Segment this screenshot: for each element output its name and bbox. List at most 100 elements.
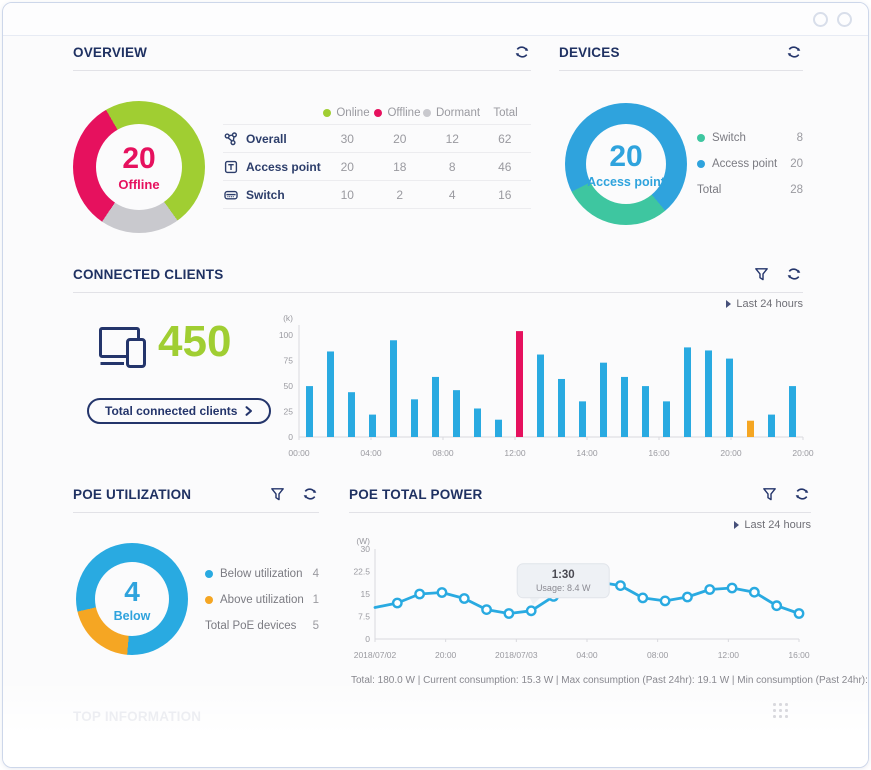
svg-text:0: 0 [365,634,370,644]
connected-clients-bar-chart[interactable]: (k) 0 25 50 75 100 00:00 04:00 08:00 12:00 14:00 16… [271,311,814,463]
connected-clients-section: CONNECTED CLIENTS Last 24 hours [73,265,814,465]
svg-text:22.5: 22.5 [353,567,370,577]
poe-utilization-title: POE UTILIZATION [73,486,192,502]
switch-icon [224,190,238,199]
grip-dots-icon [773,703,791,721]
poe-utilization-section: POE UTILIZATION 4 Bel [73,485,319,655]
below-utilization-dot-icon [205,570,213,578]
svg-text:(W): (W) [356,536,370,546]
devices-legend: Switch 8 Access point 20 Total 28 [697,125,803,225]
svg-text:30: 30 [361,544,371,554]
legend-item: Switch 8 [697,125,803,151]
row-label: Overall [246,131,287,146]
refresh-icon[interactable] [301,485,319,503]
col-total: Total [493,106,518,119]
cell-value: 20 [393,131,407,146]
col-dormant: Dormant [435,106,481,119]
legend-value: 20 [790,158,803,170]
col-online: Online [336,106,370,119]
svg-text:20:00: 20:00 [720,448,742,458]
range-label: Last 24 hours [736,298,803,310]
svg-text:0: 0 [288,432,293,442]
cell-value: 12 [445,131,459,146]
legend-label: Total PoE devices [205,620,297,632]
svg-text:08:00: 08:00 [647,650,669,660]
svg-text:04:00: 04:00 [576,650,598,660]
overview-donut-value: 20 [122,142,156,175]
cell-value: 46 [498,159,512,174]
poe-donut-value: 4 [124,575,140,607]
svg-text:2018/07/02: 2018/07/02 [354,650,397,660]
cell-value: 30 [340,131,354,146]
svg-text:12:00: 12:00 [718,650,740,660]
caret-right-icon [726,300,732,308]
total-connected-clients-button[interactable]: Total connected clients [87,398,272,424]
legend-label: Above utilization [220,594,304,606]
overview-title: OVERVIEW [73,44,148,60]
svg-text:12:00: 12:00 [504,448,526,458]
legend-label: Total [697,184,722,196]
devices-donut-value: 20 [609,139,643,173]
refresh-icon[interactable] [513,43,531,61]
refresh-icon[interactable] [785,43,803,61]
above-utilization-dot-icon [205,596,213,604]
legend-value: 8 [796,132,803,144]
legend-value: 5 [312,620,319,632]
refresh-icon[interactable] [793,485,811,503]
filter-icon[interactable] [761,486,778,503]
legend-item: Above utilization 1 [205,587,319,613]
svg-text:20:00: 20:00 [792,448,814,458]
svg-text:04:00: 04:00 [360,448,382,458]
connected-clients-title: CONNECTED CLIENTS [73,266,224,282]
devices-title: DEVICES [559,44,620,60]
window-control-icon[interactable] [837,11,852,27]
svg-text:20:00: 20:00 [435,650,457,660]
row-label: Switch [246,187,285,202]
time-range-selector[interactable]: Last 24 hours [726,298,803,310]
dormant-dot-icon [422,108,431,117]
overall-icon [224,131,237,145]
legend-label: Switch [712,132,746,144]
cell-value: 4 [448,187,456,202]
devices-donut-chart: 20 Access point [565,103,687,225]
poe-donut-label: Below [113,608,151,623]
devices-section: DEVICES 20 Access point Switch 8 Acc [559,43,803,225]
online-dot-icon [323,108,332,117]
offline-dot-icon [374,108,383,117]
legend-item: Total PoE devices 5 [205,613,319,639]
time-range-selector[interactable]: Last 24 hours [734,519,811,531]
access-point-icon [224,160,238,173]
chevron-right-icon [245,406,253,416]
overview-table-header: Online Offline Dormant Total [223,101,531,125]
legend-label: Access point [712,158,778,170]
svg-text:Usage: 8.4 W: Usage: 8.4 W [536,583,591,593]
legend-value: 1 [312,594,319,606]
button-label: Total connected clients [105,404,238,418]
svg-text:100: 100 [279,330,293,340]
poe-utilization-donut-chart: 4 Below [76,543,188,655]
cell-value: 18 [393,159,407,174]
next-section-title: TOP INFORMATION [73,709,202,724]
svg-text:1:30: 1:30 [552,569,575,581]
total-clients-count: 450 [158,317,232,366]
svg-text:16:00: 16:00 [648,448,670,458]
svg-text:75: 75 [284,356,294,366]
legend-value: 4 [312,568,319,580]
refresh-icon[interactable] [785,265,803,283]
filter-icon[interactable] [269,486,286,503]
poe-total-power-line-chart[interactable]: (W) 0 7.5 15 22.5 30 2018/07/02 20:00 2018/07/03… [349,533,811,665]
window-control-icon[interactable] [813,11,828,27]
cell-value: 2 [396,187,404,202]
filter-icon[interactable] [753,266,770,283]
legend-item: Total 28 [697,177,803,203]
switch-dot-icon [697,134,705,142]
table-row: Access point 20 18 8 46 [223,153,531,181]
table-row: Switch 10 2 4 16 [223,181,531,209]
caret-right-icon [734,521,740,529]
svg-text:(k): (k) [283,313,293,323]
poe-total-power-title: POE TOTAL POWER [349,486,483,502]
svg-text:2018/07/03: 2018/07/03 [495,650,538,660]
table-row: Overall 30 20 12 62 [223,125,531,153]
legend-item: Access point 20 [697,151,803,177]
